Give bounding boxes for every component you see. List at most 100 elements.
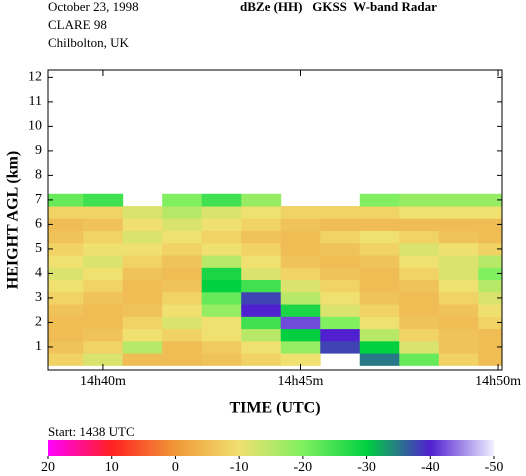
heatmap-cell xyxy=(48,206,84,219)
heatmap-cell xyxy=(201,304,242,317)
heatmap-cell xyxy=(478,291,502,305)
heatmap-cell xyxy=(359,316,400,330)
y-tick-label: 8 xyxy=(35,168,42,183)
heatmap-cell xyxy=(201,267,242,281)
heatmap-cell xyxy=(280,206,321,219)
heatmap-cell xyxy=(241,255,282,268)
heatmap-cell xyxy=(201,328,242,342)
heatmap-cell xyxy=(359,353,400,366)
colorbar-tick-label: 20 xyxy=(41,460,55,475)
heatmap-cell xyxy=(280,340,321,354)
heatmap-cell xyxy=(122,206,163,219)
heatmap-cell xyxy=(359,279,400,293)
y-tick-label: 11 xyxy=(29,94,42,109)
heatmap-cell xyxy=(241,340,282,354)
heatmap-cell xyxy=(320,255,361,268)
heatmap-cell xyxy=(399,304,440,317)
heatmap-cell xyxy=(320,291,361,305)
heatmap-cell xyxy=(162,340,203,354)
heatmap-cell xyxy=(83,340,124,354)
heatmap-cell xyxy=(162,255,203,268)
heatmap-cell xyxy=(241,230,282,244)
x-tick-label: 14h45m xyxy=(278,374,324,389)
colorbar-tick-label: 0 xyxy=(172,460,179,475)
heatmap-cell xyxy=(438,291,479,305)
heatmap-cell xyxy=(280,279,321,293)
heatmap-cell xyxy=(122,267,163,281)
heatmap-cell xyxy=(122,353,163,366)
y-axis-label: HEIGHT AGL (km) xyxy=(5,151,22,289)
heatmap-cell xyxy=(241,328,282,342)
heatmap-cell xyxy=(359,291,400,305)
heatmap-cell xyxy=(241,304,282,317)
y-tick-label: 9 xyxy=(35,143,42,158)
heatmap-cell xyxy=(399,328,440,342)
heatmap-cell xyxy=(359,267,400,281)
y-tick-label: 2 xyxy=(35,315,42,330)
heatmap-cell xyxy=(162,291,203,305)
heatmap-cell xyxy=(320,328,361,342)
y-tick-label: 12 xyxy=(28,70,42,85)
heatmap-cell xyxy=(438,230,479,244)
heatmap-cell xyxy=(83,304,124,317)
heatmap-cell xyxy=(280,255,321,268)
heatmap-cell xyxy=(201,279,242,293)
heatmap-cell xyxy=(201,255,242,268)
heatmap-cell xyxy=(48,340,84,354)
heatmap-cell xyxy=(48,242,84,256)
heatmap-cell xyxy=(83,291,124,305)
heatmap-cell xyxy=(438,328,479,342)
heatmap xyxy=(48,193,502,366)
heatmap-cell xyxy=(320,206,361,219)
heatmap-cell xyxy=(201,242,242,256)
heatmap-cell xyxy=(162,328,203,342)
heatmap-cell xyxy=(438,242,479,256)
heatmap-cell xyxy=(478,193,502,207)
heatmap-cell xyxy=(438,193,479,207)
heatmap-cell xyxy=(320,340,361,354)
heatmap-cell xyxy=(201,291,242,305)
heatmap-cell xyxy=(438,340,479,354)
heatmap-cell xyxy=(48,316,84,330)
heatmap-cell xyxy=(83,316,124,330)
heatmap-cell xyxy=(241,206,282,219)
heatmap-cell xyxy=(399,267,440,281)
heatmap-cell xyxy=(162,316,203,330)
heatmap-cell xyxy=(320,242,361,256)
heatmap-cell xyxy=(399,230,440,244)
x-tick-label: 14h40m xyxy=(80,374,126,389)
heatmap-cell xyxy=(83,206,124,219)
heatmap-cell xyxy=(320,218,361,232)
colorbar-tick-label: 10 xyxy=(105,460,119,475)
heatmap-cell xyxy=(162,304,203,317)
header-line: CLARE 98 xyxy=(48,17,107,32)
heatmap-cell xyxy=(122,340,163,354)
heatmap-cell xyxy=(478,353,502,366)
heatmap-cell xyxy=(359,206,400,219)
heatmap-cell xyxy=(241,353,282,366)
heatmap-cell xyxy=(438,218,479,232)
heatmap-cell xyxy=(122,279,163,293)
heatmap-cell xyxy=(478,230,502,244)
heatmap-cell xyxy=(83,353,124,366)
heatmap-cell xyxy=(201,218,242,232)
heatmap-cell xyxy=(201,230,242,244)
colorbar-tick-label: -40 xyxy=(421,460,440,475)
heatmap-cell xyxy=(162,242,203,256)
heatmap-cell xyxy=(122,316,163,330)
heatmap-cell xyxy=(359,255,400,268)
heatmap-cell xyxy=(162,230,203,244)
heatmap-cell xyxy=(399,242,440,256)
heatmap-cell xyxy=(438,255,479,268)
heatmap-cell xyxy=(438,353,479,366)
heatmap-cell xyxy=(399,279,440,293)
colorbar-tick-label: -10 xyxy=(230,460,249,475)
heatmap-cell xyxy=(83,230,124,244)
header-line: Chilbolton, UK xyxy=(48,35,130,50)
heatmap-cell xyxy=(359,242,400,256)
heatmap-cell xyxy=(48,193,84,207)
heatmap-cell xyxy=(241,279,282,293)
heatmap-cell xyxy=(478,206,502,219)
heatmap-cell xyxy=(241,218,282,232)
heatmap-cell xyxy=(48,291,84,305)
